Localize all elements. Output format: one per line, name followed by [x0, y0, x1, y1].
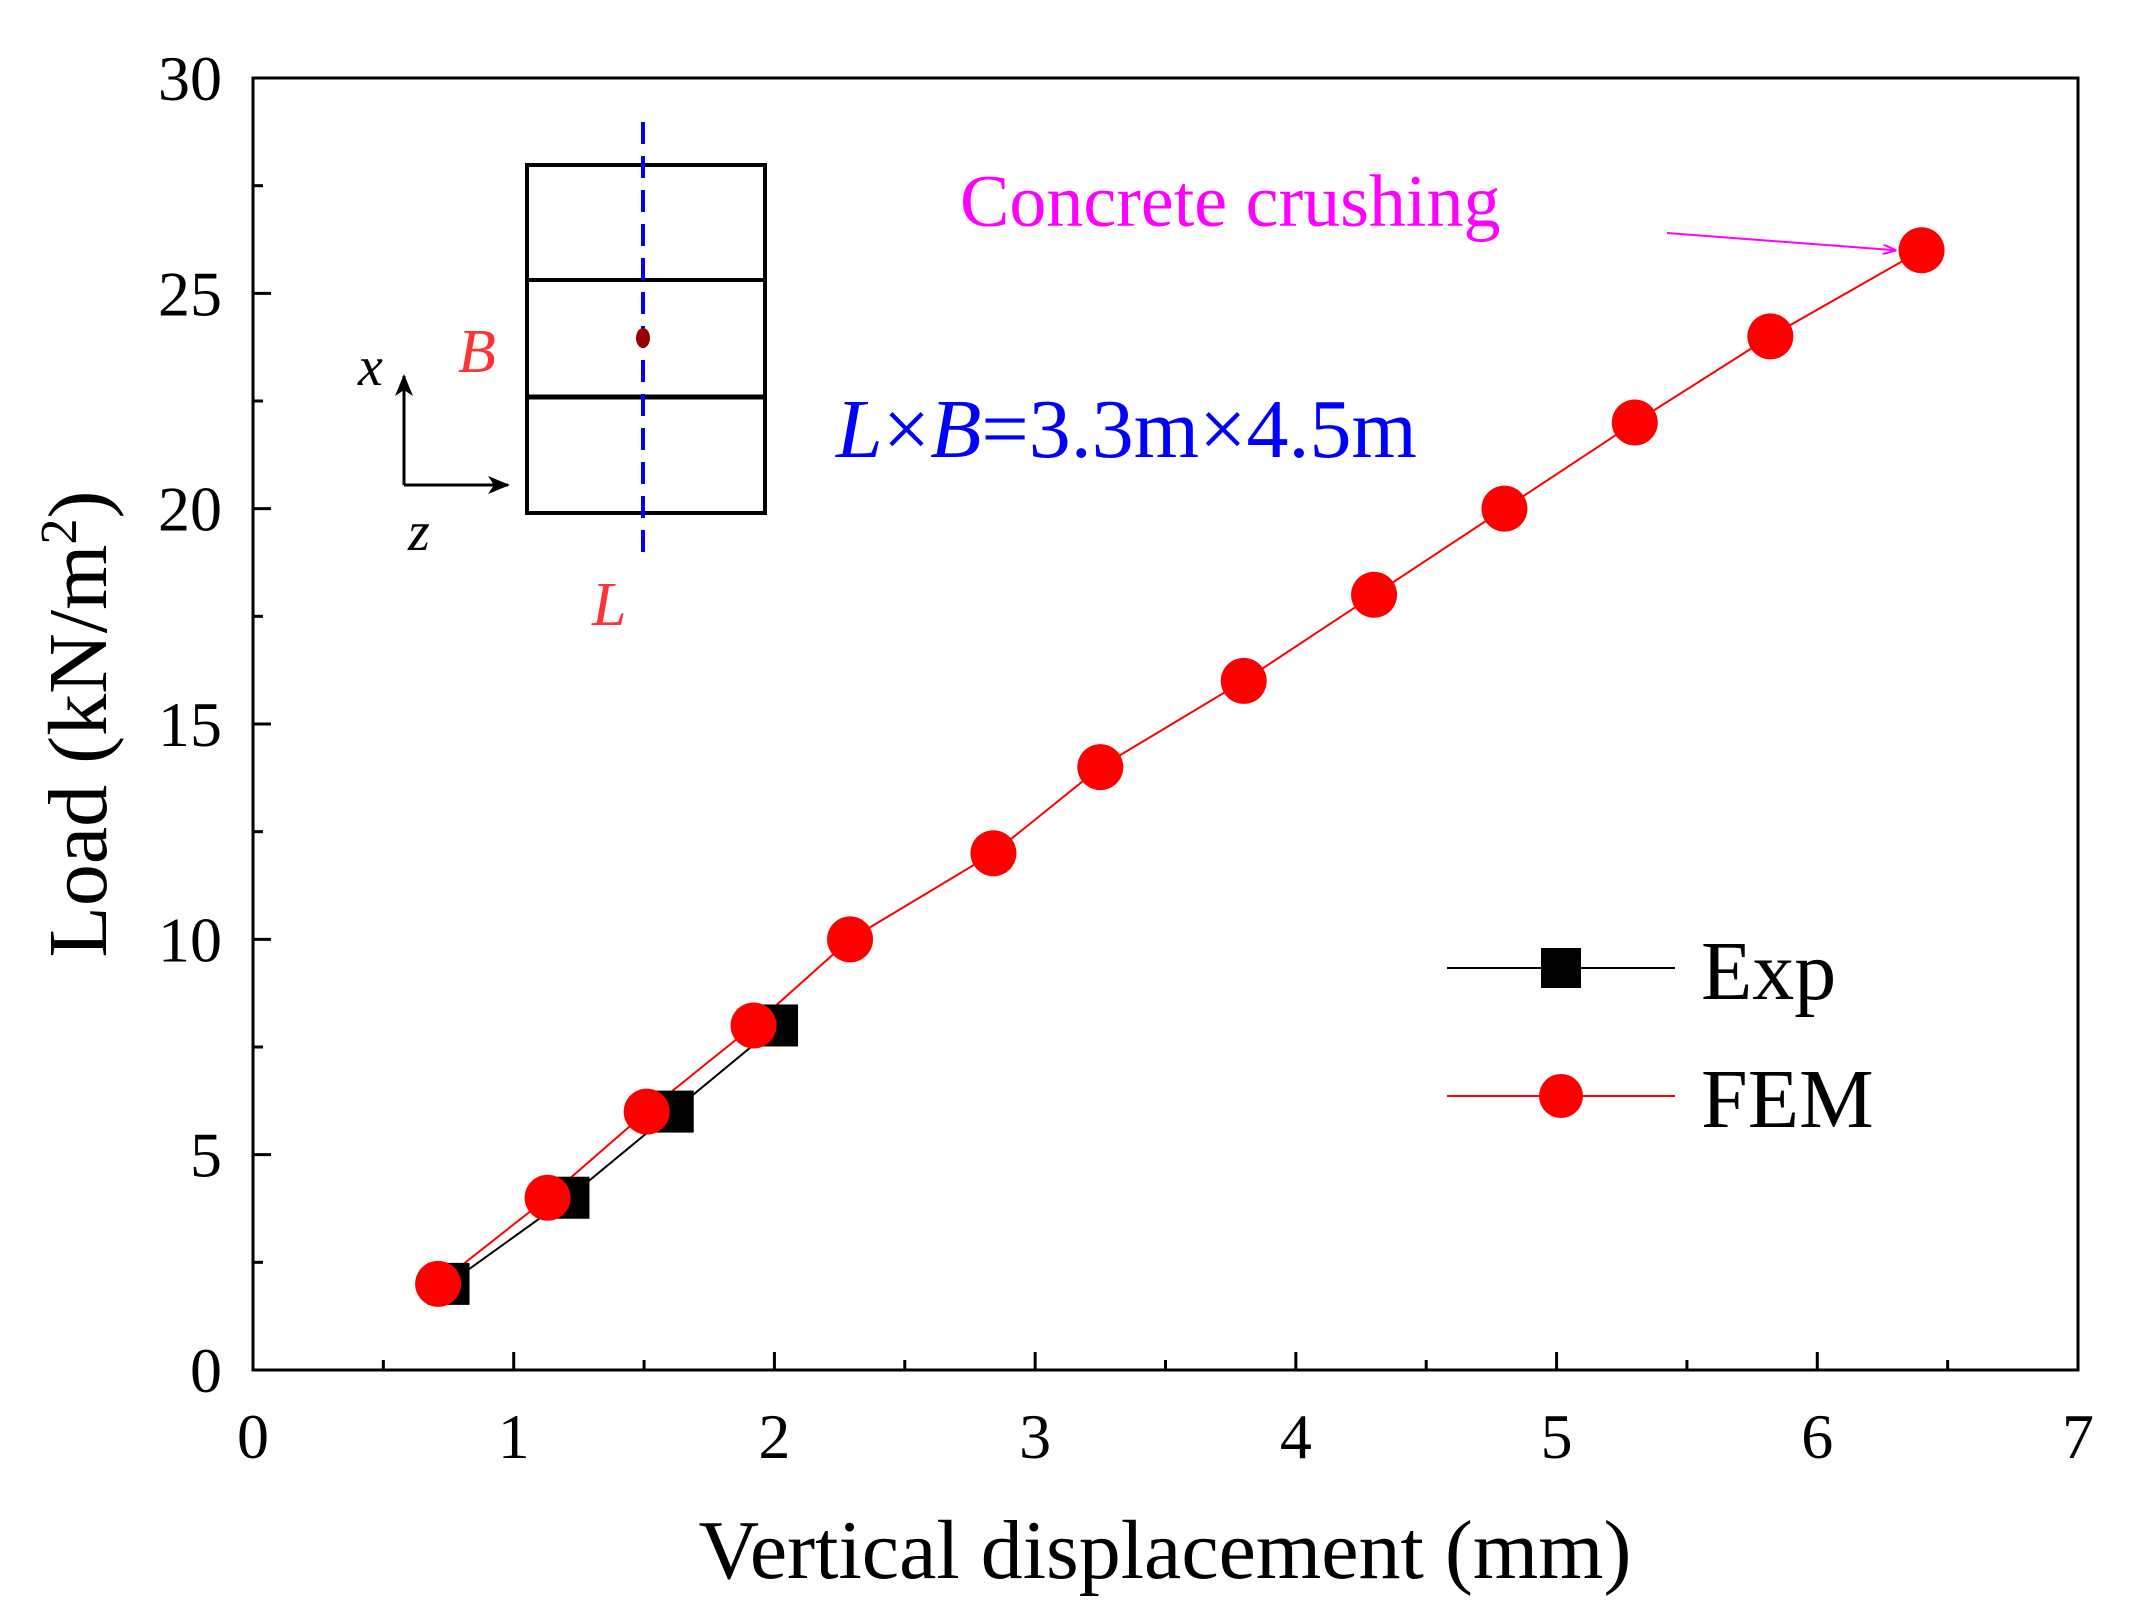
x-tick-label: 5 — [1541, 1401, 1573, 1472]
inset-schematic: B L x z — [357, 122, 767, 639]
dimensions-B: B — [930, 383, 981, 476]
y-tick-label: 10 — [158, 904, 222, 975]
data-point-fem — [827, 916, 874, 963]
x-tick-label: 2 — [758, 1401, 790, 1472]
inset-label-B: B — [458, 318, 496, 386]
data-point-fem — [1220, 657, 1267, 704]
annotation-concrete-crushing: Concrete crushing — [960, 161, 1500, 243]
series-line-exp — [447, 1024, 778, 1285]
legend-exp-marker — [1541, 948, 1581, 988]
inset-measure-point — [636, 328, 650, 348]
dimensions-L: L — [835, 383, 883, 476]
y-tick-label: 25 — [158, 258, 222, 329]
dimensions-times: × — [883, 383, 930, 476]
annotation-arrow — [1666, 232, 1896, 250]
legend-exp-label: Exp — [1701, 925, 1836, 1018]
data-point-fem — [415, 1260, 462, 1307]
data-point-fem — [1611, 399, 1658, 446]
legend: Exp FEM — [1447, 925, 1874, 1146]
series-layer — [415, 227, 1945, 1307]
data-point-fem — [970, 830, 1017, 877]
data-point-fem — [1747, 313, 1794, 360]
y-axis-title-close: ) — [32, 491, 125, 519]
y-tick-label: 20 — [158, 474, 222, 545]
y-tick-label: 5 — [190, 1120, 222, 1191]
data-point-fem — [524, 1174, 571, 1221]
inset-axis-z-label: z — [407, 501, 430, 563]
inset-slab-outline — [525, 163, 767, 515]
data-point-fem — [730, 1002, 777, 1049]
legend-fem-label: FEM — [1701, 1053, 1874, 1146]
data-point-fem — [1898, 227, 1945, 274]
dimensions-value: =3.3m×4.5m — [981, 383, 1416, 476]
axis-tick-labels: 0 1 2 3 4 5 6 7 0 5 10 15 20 25 30 — [158, 43, 2094, 1472]
x-axis-title: Vertical displacement (mm) — [699, 1504, 1632, 1597]
dimensions-label: L×B=3.3m×4.5m — [835, 383, 1417, 476]
axis-ticks — [251, 76, 2080, 1372]
data-point-fem — [1077, 744, 1124, 791]
x-tick-label: 4 — [1280, 1401, 1312, 1472]
inset-axis-x-label: x — [357, 336, 383, 398]
y-axis-title-main: Load (kN/m — [32, 545, 125, 958]
x-tick-label: 7 — [2062, 1401, 2094, 1472]
x-tick-label: 6 — [1801, 1401, 1833, 1472]
x-tick-label: 1 — [498, 1401, 530, 1472]
legend-fem-marker — [1539, 1074, 1583, 1118]
y-axis-title-superscript: 2 — [31, 519, 88, 545]
data-point-fem — [623, 1088, 670, 1135]
inset-label-L: L — [591, 571, 626, 639]
y-tick-label: 15 — [158, 689, 222, 760]
data-point-fem — [1351, 571, 1398, 618]
y-tick-label: 30 — [158, 43, 222, 114]
y-tick-label: 0 — [190, 1335, 222, 1406]
x-tick-label: 0 — [237, 1401, 269, 1472]
y-axis-title: Load (kN/m2) — [31, 491, 125, 958]
data-point-fem — [1481, 485, 1528, 532]
x-tick-label: 3 — [1019, 1401, 1051, 1472]
